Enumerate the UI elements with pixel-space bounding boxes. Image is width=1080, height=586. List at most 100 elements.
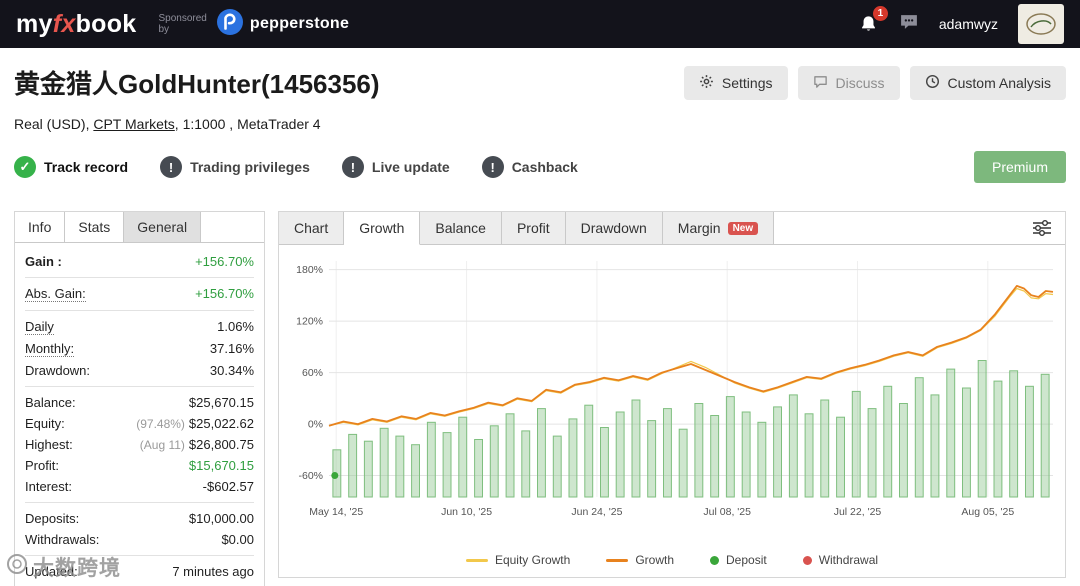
stat-label: Updated: bbox=[25, 564, 78, 579]
stat-value: $0.00 bbox=[221, 532, 254, 547]
notification-count-badge: 1 bbox=[872, 6, 888, 21]
stat-value: +156.70% bbox=[195, 286, 254, 301]
svg-text:-60%: -60% bbox=[298, 470, 323, 482]
stat-label: Abs. Gain: bbox=[25, 286, 86, 302]
exclamation-icon: ! bbox=[341, 156, 364, 178]
notifications-bell-icon[interactable]: 1 bbox=[859, 6, 888, 34]
tab-margin[interactable]: Margin New bbox=[662, 212, 775, 244]
stat-value: (97.48%) $25,022.62 bbox=[136, 416, 254, 431]
tab-general[interactable]: General bbox=[124, 212, 202, 242]
check-icon: ✓ bbox=[14, 156, 36, 178]
stat-monthly: Monthly: 37.16% bbox=[25, 338, 254, 360]
stat-value: $15,670.15 bbox=[188, 458, 254, 473]
tab-info[interactable]: Info bbox=[15, 212, 66, 242]
legend-equity-growth[interactable]: Equity Growth bbox=[465, 553, 570, 567]
broker-link[interactable]: CPT Markets bbox=[93, 116, 175, 132]
premium-button[interactable]: Premium bbox=[973, 151, 1066, 183]
svg-text:120%: 120% bbox=[296, 316, 323, 328]
stat-gain: Gain : +156.70% bbox=[25, 251, 254, 272]
stat-label: Equity: bbox=[25, 416, 65, 431]
custom-analysis-button[interactable]: Custom Analysis bbox=[909, 65, 1066, 100]
legend-deposit[interactable]: Deposit bbox=[710, 553, 767, 567]
stat-label: Drawdown: bbox=[25, 363, 91, 378]
stat-interest: Interest: -$602.57 bbox=[25, 476, 254, 497]
logo-book: book bbox=[75, 9, 137, 38]
header-actions: Settings Discuss Custom Analysis bbox=[683, 65, 1066, 100]
tab-drawdown[interactable]: Drawdown bbox=[565, 212, 663, 244]
user-avatar[interactable] bbox=[1018, 4, 1064, 44]
stat-label: Balance: bbox=[25, 395, 76, 410]
stat-value: $25,670.15 bbox=[188, 395, 254, 410]
info-panel: Info Stats General Gain : +156.70% Abs. Gain… bbox=[14, 211, 265, 586]
stat-profit: Profit: $15,670.15 bbox=[25, 455, 254, 476]
stat-value: 1.06% bbox=[217, 319, 254, 334]
svg-text:Jul 08, '25: Jul 08, '25 bbox=[703, 506, 751, 518]
badge-track-record[interactable]: ✓ Track record bbox=[14, 156, 128, 178]
settings-button[interactable]: Settings bbox=[683, 65, 788, 100]
chart-settings-icon[interactable] bbox=[1019, 212, 1065, 244]
badge-trading-privileges[interactable]: ! Trading privileges bbox=[160, 156, 310, 178]
legend-swatch bbox=[606, 558, 629, 562]
chart-area: 180% 120% 60% 0% -60% May 14, '25 Jun 10, '25 J… bbox=[279, 245, 1065, 549]
divider bbox=[25, 555, 254, 556]
tab-balance[interactable]: Balance bbox=[420, 212, 502, 244]
divider bbox=[25, 277, 254, 278]
stat-value: -$602.57 bbox=[202, 479, 254, 494]
logo-my: my bbox=[16, 9, 53, 38]
tab-profit[interactable]: Profit bbox=[501, 212, 566, 244]
stat-daily: Daily 1.06% bbox=[25, 316, 254, 338]
divider bbox=[25, 386, 254, 387]
discuss-button[interactable]: Discuss bbox=[797, 65, 900, 100]
messages-icon[interactable] bbox=[899, 13, 919, 36]
logo-fx: fx bbox=[52, 9, 76, 38]
legend-growth[interactable]: Growth bbox=[606, 553, 674, 567]
chart-tabs-row: Chart Growth Balance Profit Drawdown Margin Ne… bbox=[279, 212, 1065, 245]
svg-text:Jun 24, '25: Jun 24, '25 bbox=[571, 506, 622, 518]
tab-chart[interactable]: Chart bbox=[279, 212, 345, 244]
stat-value: 7 minutes ago bbox=[172, 564, 254, 579]
username[interactable]: adamwyz bbox=[938, 16, 998, 32]
myfxbook-logo[interactable]: myfxbook bbox=[16, 10, 137, 39]
badge-live-update[interactable]: ! Live update bbox=[341, 156, 450, 178]
stat-withdrawals: Withdrawals: $0.00 bbox=[25, 529, 254, 550]
legend-swatch bbox=[802, 555, 812, 565]
svg-text:Jul 22, '25: Jul 22, '25 bbox=[834, 506, 882, 518]
stat-value: 30.34% bbox=[209, 363, 254, 378]
stat-drawdown: Drawdown: 30.34% bbox=[25, 360, 254, 381]
legend-swatch bbox=[710, 555, 719, 565]
exclamation-icon: ! bbox=[481, 156, 504, 178]
new-badge: New bbox=[727, 221, 759, 235]
stat-label: Gain : bbox=[25, 254, 62, 269]
stat-highest: Highest: (Aug 11) $26,800.75 bbox=[25, 434, 254, 455]
info-panel-tabs: Info Stats General bbox=[15, 212, 264, 243]
stat-updated: Updated: 7 minutes ago bbox=[25, 561, 254, 582]
pepperstone-name: pepperstone bbox=[249, 15, 350, 32]
tab-stats[interactable]: Stats bbox=[65, 212, 125, 242]
stat-label: Highest: bbox=[25, 437, 73, 452]
svg-text:0%: 0% bbox=[308, 419, 323, 431]
stat-label: Withdrawals: bbox=[25, 532, 100, 547]
svg-text:60%: 60% bbox=[302, 367, 323, 379]
tab-growth[interactable]: Growth bbox=[344, 212, 421, 245]
stat-value: $10,000.00 bbox=[188, 511, 254, 526]
stat-value: +156.70% bbox=[195, 254, 254, 269]
stat-value: (Aug 11) $26,800.75 bbox=[139, 437, 254, 452]
stat-label: Interest: bbox=[25, 479, 72, 494]
pepperstone-icon bbox=[216, 8, 243, 40]
chart-legend: Equity Growth Growth Deposit Withdrawal bbox=[279, 549, 1065, 577]
badge-cashback[interactable]: ! Cashback bbox=[481, 156, 578, 178]
stat-abs-gain: Abs. Gain: +156.70% bbox=[25, 283, 254, 305]
top-navbar: myfxbook Sponsored by pepperstone 1 adam… bbox=[0, 0, 1080, 48]
verification-badges-row: ✓ Track record ! Trading privileges ! Live up… bbox=[0, 132, 1080, 183]
pepperstone-logo[interactable]: pepperstone bbox=[216, 8, 350, 40]
divider bbox=[25, 502, 254, 503]
page-title: 黄金猎人GoldHunter(1456356) bbox=[14, 69, 380, 99]
stat-label: Monthly: bbox=[25, 341, 75, 357]
sponsored-by-label: Sponsored by bbox=[158, 13, 207, 35]
legend-swatch bbox=[465, 558, 488, 562]
legend-withdrawal[interactable]: Withdrawal bbox=[802, 553, 878, 567]
stat-equity: Equity: (97.48%) $25,022.62 bbox=[25, 413, 254, 434]
growth-chart[interactable]: 180% 120% 60% 0% -60% May 14, '25 Jun 10, '25 J… bbox=[281, 249, 1061, 549]
bubble-icon bbox=[813, 74, 828, 92]
stat-label: Deposits: bbox=[25, 511, 80, 526]
